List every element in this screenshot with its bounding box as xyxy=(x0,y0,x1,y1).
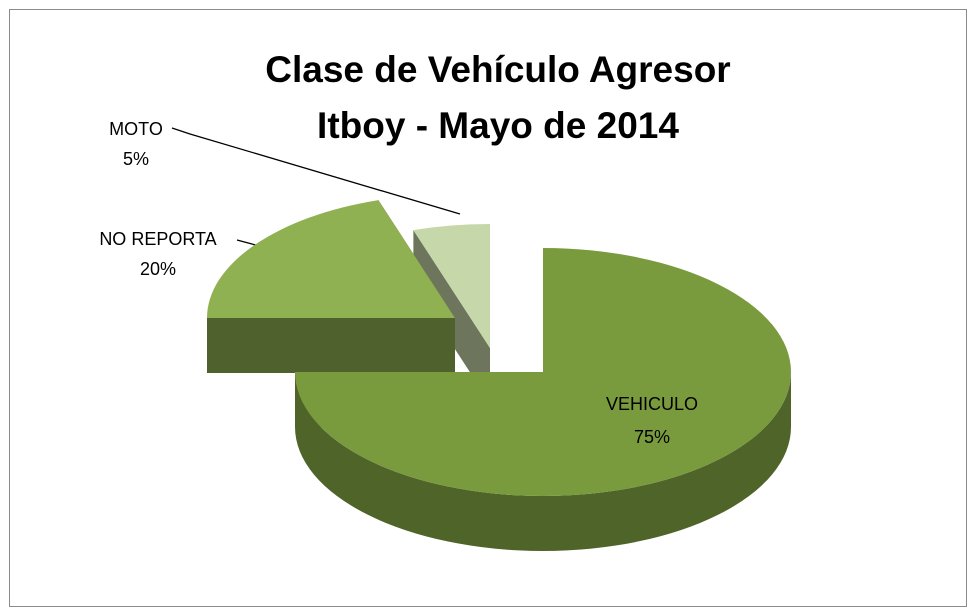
value-label: 5% xyxy=(123,149,149,169)
leader-line xyxy=(171,127,461,215)
slice xyxy=(295,248,791,496)
slice-side xyxy=(295,372,791,551)
value-label: 75% xyxy=(634,427,670,447)
slice-label: MOTO xyxy=(109,119,163,139)
chart-title: Itboy - Mayo de 2014 xyxy=(317,105,679,146)
slice xyxy=(207,200,455,318)
slice-label: VEHICULO xyxy=(606,394,698,414)
slice-wall xyxy=(207,318,455,373)
chart-title: Clase de Vehículo Agresor xyxy=(265,49,730,90)
value-label: 20% xyxy=(140,259,176,279)
slice xyxy=(413,224,490,348)
slice-label: NO REPORTA xyxy=(99,229,216,249)
